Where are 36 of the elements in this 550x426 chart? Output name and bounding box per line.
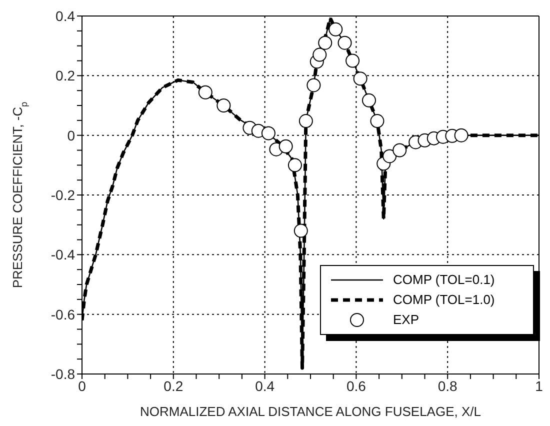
point <box>306 78 321 92</box>
point <box>312 48 327 62</box>
legend-label: COMP (TOL=0.1) <box>393 271 495 289</box>
point <box>454 128 468 142</box>
point <box>353 72 368 86</box>
point <box>261 126 276 140</box>
x-tick-label: 0 <box>78 378 86 394</box>
point <box>338 36 352 50</box>
point <box>382 149 397 164</box>
x-tick-label: 1 <box>535 378 544 394</box>
point <box>216 98 231 112</box>
x-tick-label: 0.8 <box>438 378 458 394</box>
point <box>328 22 343 36</box>
x-tick-label: 0.6 <box>346 378 366 394</box>
y-tick-label: -0.4 <box>50 246 76 263</box>
x-tick-label: 0.2 <box>164 378 184 394</box>
point <box>370 114 384 128</box>
legend-label: EXP <box>393 311 420 329</box>
point <box>318 36 332 50</box>
y-tick-label: -0.8 <box>50 366 76 382</box>
point <box>294 224 308 238</box>
point <box>362 93 376 108</box>
point <box>346 54 360 68</box>
legend-label: COMP (TOL=1.0) <box>393 291 495 309</box>
y-tick-label: 0.2 <box>56 68 76 84</box>
point <box>288 158 302 172</box>
y-tick-label: 0.4 <box>56 8 76 24</box>
y-tick-label: -0.6 <box>50 306 76 322</box>
y-tick-label: 0 <box>67 127 76 144</box>
x-axis-title: NORMALIZED AXIAL DISTANCE ALONG FUSELAGE, X/L <box>140 404 481 419</box>
point <box>392 143 407 158</box>
x-tick-label: 0.4 <box>255 378 275 394</box>
point <box>198 85 212 100</box>
y-tick-label: -0.2 <box>50 186 76 203</box>
point <box>298 114 313 128</box>
point <box>278 139 293 154</box>
